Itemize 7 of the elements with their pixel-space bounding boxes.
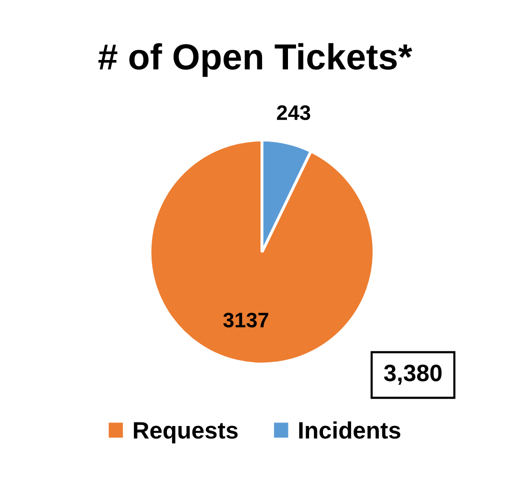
data-label: 243 (276, 105, 310, 120)
legend-label: Incidents (299, 421, 400, 439)
text: 3,380 (384, 364, 442, 385)
chart-title: # of Open Tickets* (98, 43, 412, 77)
data-label: 3137 (223, 312, 268, 328)
pie-slice (148, 138, 376, 366)
legend-label: Requests (134, 422, 238, 444)
